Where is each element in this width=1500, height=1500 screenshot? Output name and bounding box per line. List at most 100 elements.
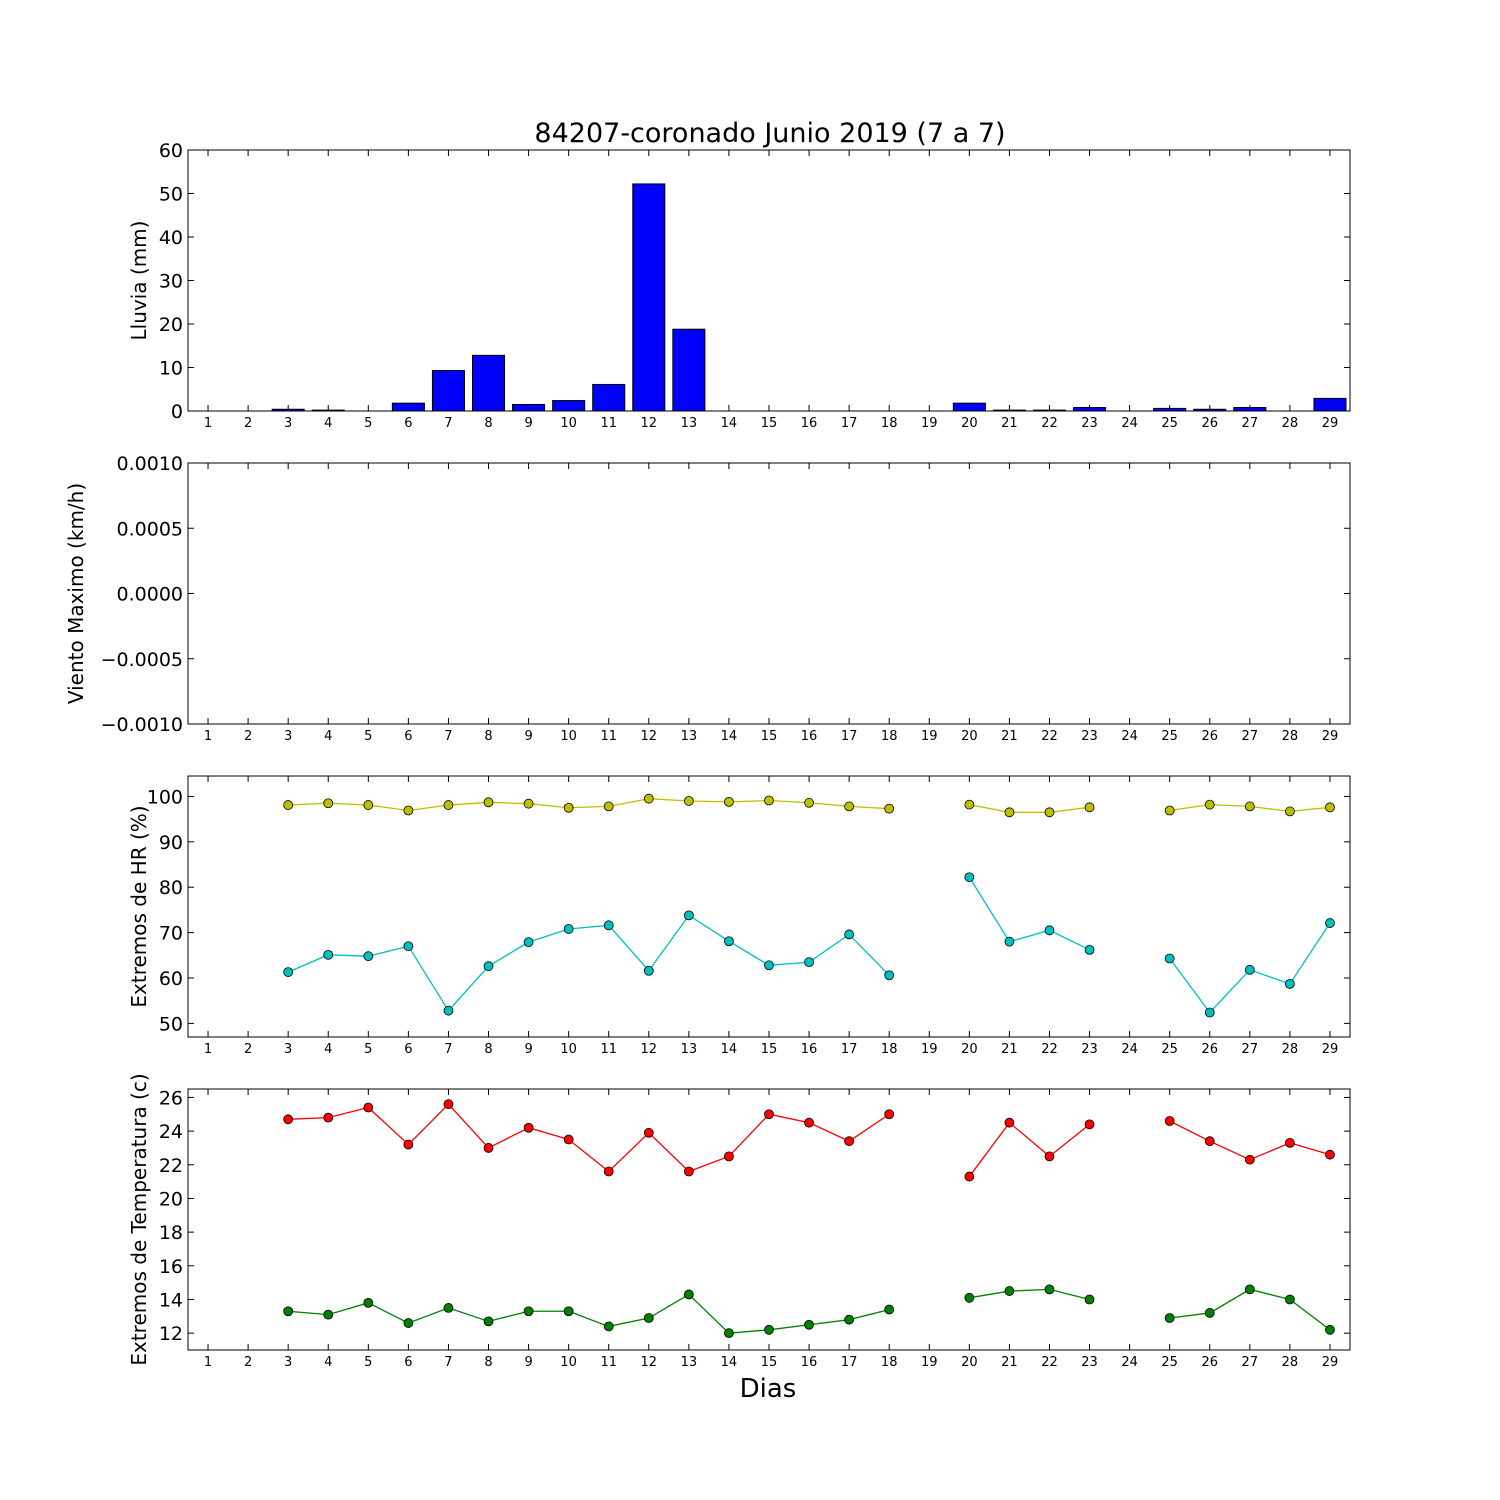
data-point [844, 801, 855, 812]
data-point [1325, 918, 1335, 928]
xtick-label: 8 [484, 416, 492, 431]
xtick-label: 15 [761, 1042, 778, 1057]
data-point [884, 1109, 895, 1120]
data-point [964, 872, 975, 883]
data-point [884, 1304, 895, 1315]
plot-frame [187, 1088, 1351, 1351]
xtick-label: 4 [324, 416, 332, 431]
data-point [1244, 1284, 1255, 1295]
ytick-label: 18 [159, 1222, 183, 1244]
y-axis-label-rain: Lluvia (mm) [127, 221, 151, 341]
data-point [683, 910, 694, 921]
xtick-label: 22 [1041, 729, 1058, 744]
xtick-label: 13 [681, 1042, 698, 1057]
xtick-label: 4 [324, 729, 332, 744]
ytick-label: 30 [159, 271, 183, 293]
data-point [443, 1099, 454, 1110]
data-point [764, 1324, 774, 1335]
xtick-label: 21 [1001, 1355, 1018, 1370]
xtick-label: 9 [524, 416, 532, 431]
xtick-label: 11 [600, 729, 617, 744]
xtick-label: 11 [600, 1355, 617, 1370]
data-point [443, 1005, 454, 1016]
data-point [1044, 807, 1055, 818]
xtick-label: 11 [600, 1042, 617, 1057]
ytick-label: 0.0000 [117, 584, 183, 606]
data-point [1244, 1154, 1255, 1165]
data-point [1044, 925, 1055, 936]
ytick-label: 12 [159, 1323, 183, 1345]
data-point [1244, 964, 1255, 975]
xtick-label: 3 [284, 729, 292, 744]
y-axis-label-humidity: Extremos de HR (%) [127, 805, 151, 1007]
ytick-label: 0 [171, 401, 183, 423]
data-point [1004, 807, 1015, 818]
data-point [523, 1306, 534, 1317]
data-point [283, 1306, 294, 1317]
xtick-label: 29 [1322, 416, 1339, 431]
data-point [603, 920, 614, 931]
xtick-label: 27 [1242, 729, 1259, 744]
xtick-label: 16 [801, 729, 818, 744]
xtick-label: 7 [444, 416, 452, 431]
xtick-label: 2 [244, 1355, 252, 1370]
data-point [1284, 1294, 1295, 1305]
data-point [844, 1136, 855, 1147]
xtick-label: 10 [560, 729, 577, 744]
xtick-label: 12 [641, 1042, 658, 1057]
data-point [1284, 978, 1295, 989]
xtick-label: 21 [1001, 729, 1018, 744]
data-point [323, 1309, 334, 1320]
xtick-label: 4 [324, 1355, 332, 1370]
data-point [403, 941, 414, 952]
y-axis-label-wind: Viento Maximo (km/h) [64, 483, 88, 704]
xtick-label: 6 [404, 1355, 412, 1370]
plot-frame [187, 775, 1351, 1038]
xtick-label: 9 [524, 729, 532, 744]
ytick-label: 24 [159, 1121, 183, 1143]
rain-bar [1313, 397, 1347, 412]
xtick-label: 1 [204, 729, 212, 744]
data-point [563, 1134, 574, 1145]
data-point [443, 1303, 454, 1313]
data-point [844, 1314, 855, 1325]
data-point [363, 800, 374, 810]
data-point [1084, 1119, 1095, 1130]
data-point [1204, 1007, 1215, 1018]
data-point [884, 970, 895, 981]
xtick-label: 15 [761, 416, 778, 431]
xtick-label: 23 [1081, 416, 1098, 431]
rain-bar [672, 328, 706, 412]
ytick-label: 50 [159, 1013, 183, 1035]
data-point [403, 1139, 414, 1150]
xtick-label: 20 [961, 1355, 978, 1370]
data-point [323, 949, 334, 960]
xtick-label: 25 [1161, 1042, 1178, 1057]
xtick-label: 21 [1001, 1042, 1018, 1057]
data-point [643, 965, 654, 976]
xtick-label: 18 [881, 1355, 898, 1370]
xtick-label: 22 [1041, 1042, 1058, 1057]
data-point [363, 1102, 374, 1113]
xtick-label: 25 [1161, 416, 1178, 431]
ytick-label: −0.0005 [101, 649, 183, 671]
ytick-label: 20 [159, 1188, 183, 1210]
xtick-label: 3 [284, 416, 292, 431]
xtick-label: 28 [1282, 416, 1299, 431]
xtick-label: 23 [1081, 1042, 1098, 1057]
ytick-label: 90 [159, 832, 183, 854]
data-point [283, 800, 294, 810]
data-point [1004, 1286, 1015, 1296]
xtick-label: 17 [841, 416, 858, 431]
xtick-label: 13 [681, 729, 698, 744]
data-point [1164, 953, 1175, 964]
xtick-label: 3 [284, 1042, 292, 1057]
xtick-label: 5 [364, 1042, 372, 1057]
xtick-label: 19 [921, 416, 938, 431]
xtick-label: 5 [364, 416, 372, 431]
data-point [283, 967, 294, 977]
ytick-label: 100 [147, 786, 183, 808]
xtick-label: 26 [1201, 416, 1218, 431]
